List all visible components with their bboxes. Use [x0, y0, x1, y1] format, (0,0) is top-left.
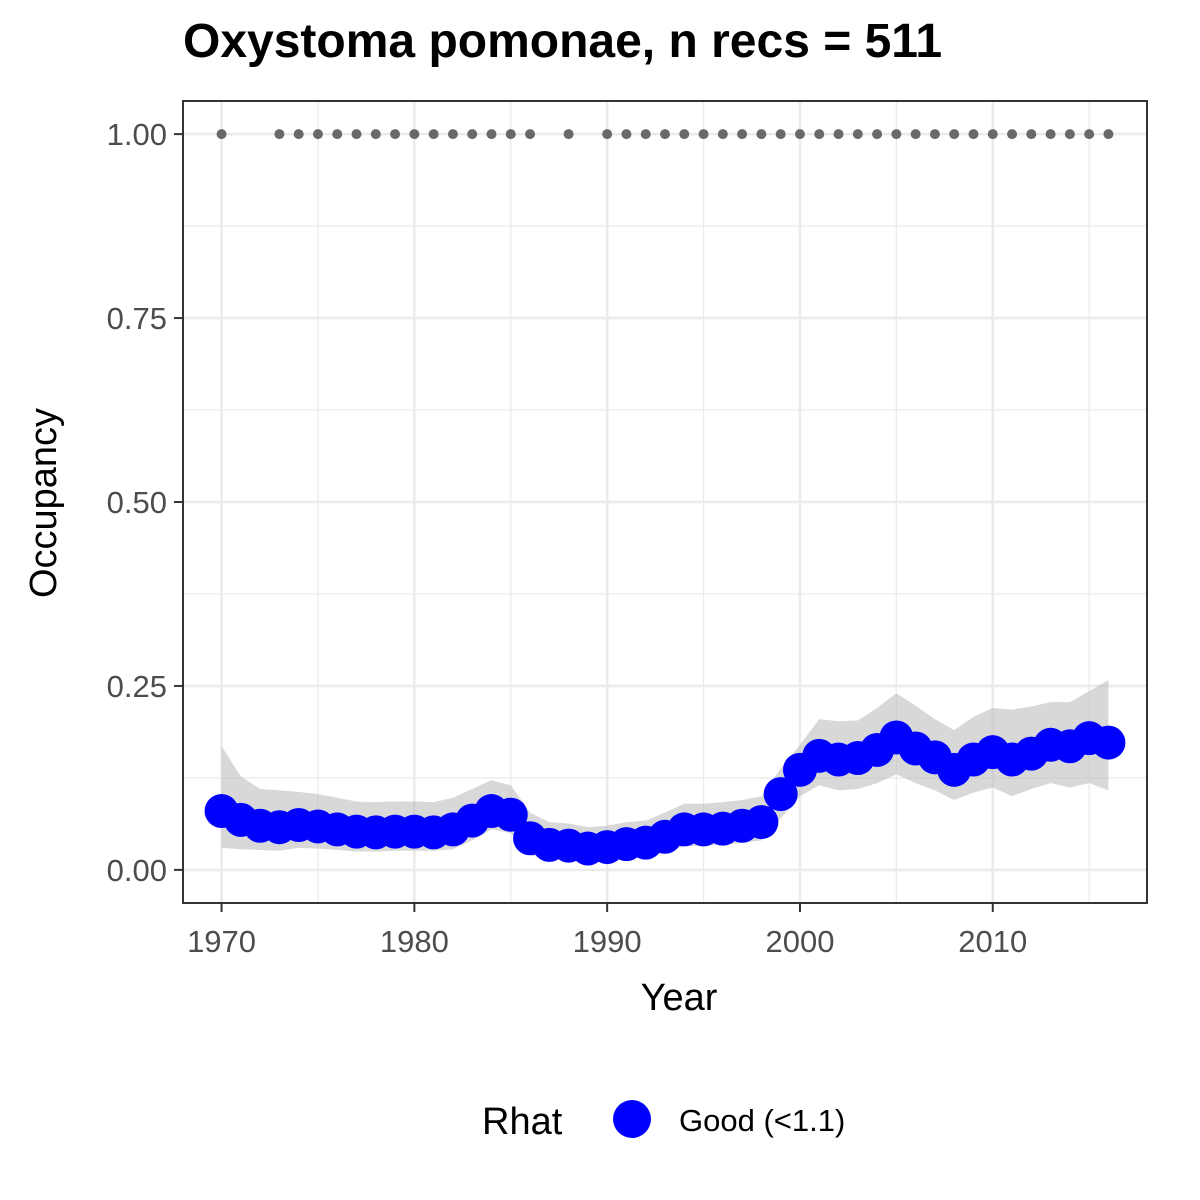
record-year-dot: [1026, 129, 1037, 140]
record-year-dot: [390, 129, 401, 140]
x-tick-label: 2010: [958, 924, 1027, 959]
y-tick-label: 1.00: [107, 117, 167, 152]
record-year-dot: [447, 129, 458, 140]
record-year-dot: [717, 129, 728, 140]
y-axis-title: Occupancy: [23, 408, 65, 598]
record-year-dot: [274, 129, 285, 140]
y-tick-label: 0.25: [107, 669, 167, 704]
legend-label-good: Good (<1.1): [679, 1103, 845, 1138]
record-year-dot: [794, 129, 805, 140]
legend-key-good: [613, 1100, 651, 1138]
record-year-dot: [910, 129, 921, 140]
record-year-dot: [1007, 129, 1018, 140]
record-year-dot: [891, 129, 902, 140]
record-year-dot: [640, 129, 651, 140]
record-year-dot: [1045, 129, 1056, 140]
record-year-dots: [216, 129, 1114, 140]
record-year-dot: [621, 129, 632, 140]
record-year-dot: [467, 129, 478, 140]
record-year-dot: [428, 129, 439, 140]
legend-title: Rhat: [482, 1101, 563, 1143]
record-year-dot: [949, 129, 960, 140]
record-year-dot: [370, 129, 381, 140]
record-year-dot: [216, 129, 227, 140]
record-year-dot: [505, 129, 516, 140]
y-tick-label: 0.50: [107, 485, 167, 520]
x-tick-label: 1970: [187, 924, 256, 959]
axes: 0.00 0.25 0.50 0.75 1.00 1970 1980 1990 2000 2010: [107, 117, 1028, 959]
record-year-dot: [602, 129, 613, 140]
occupancy-point: [493, 797, 528, 832]
record-year-dot: [351, 129, 362, 140]
record-year-dot: [1064, 129, 1075, 140]
occupancy-point: [1091, 725, 1126, 760]
y-tick-label: 0.75: [107, 301, 167, 336]
record-year-dot: [525, 129, 536, 140]
record-year-dot: [293, 129, 304, 140]
record-year-dot: [833, 129, 844, 140]
record-year-dot: [872, 129, 883, 140]
record-year-dot: [409, 129, 420, 140]
occupancy-point: [763, 777, 798, 812]
record-year-dot: [929, 129, 940, 140]
record-year-dot: [814, 129, 825, 140]
record-year-dot: [563, 129, 574, 140]
record-year-dot: [775, 129, 786, 140]
occupancy-series: [204, 720, 1126, 866]
record-year-dot: [756, 129, 767, 140]
record-year-dot: [660, 129, 670, 140]
record-year-dot: [698, 129, 709, 140]
legend: Rhat Good (<1.1): [482, 1100, 845, 1143]
record-year-dot: [968, 129, 979, 140]
x-tick-label: 1980: [380, 924, 449, 959]
x-tick-label: 1990: [573, 924, 642, 959]
record-year-dot: [312, 129, 323, 140]
record-year-dot: [1103, 129, 1114, 140]
record-year-dot: [987, 129, 998, 140]
y-tick-label: 0.00: [107, 853, 167, 888]
occupancy-point: [744, 805, 779, 840]
record-year-dot: [486, 129, 497, 140]
record-year-dot: [1084, 129, 1095, 140]
x-tick-label: 2000: [765, 924, 834, 959]
record-year-dot: [737, 129, 748, 140]
grid: [183, 101, 1147, 903]
chart-title: Oxystoma pomonae, n recs = 511: [183, 15, 943, 68]
record-year-dot: [332, 129, 343, 140]
record-year-dot: [852, 129, 863, 140]
x-axis-title: Year: [641, 977, 718, 1019]
record-year-dot: [679, 129, 690, 140]
